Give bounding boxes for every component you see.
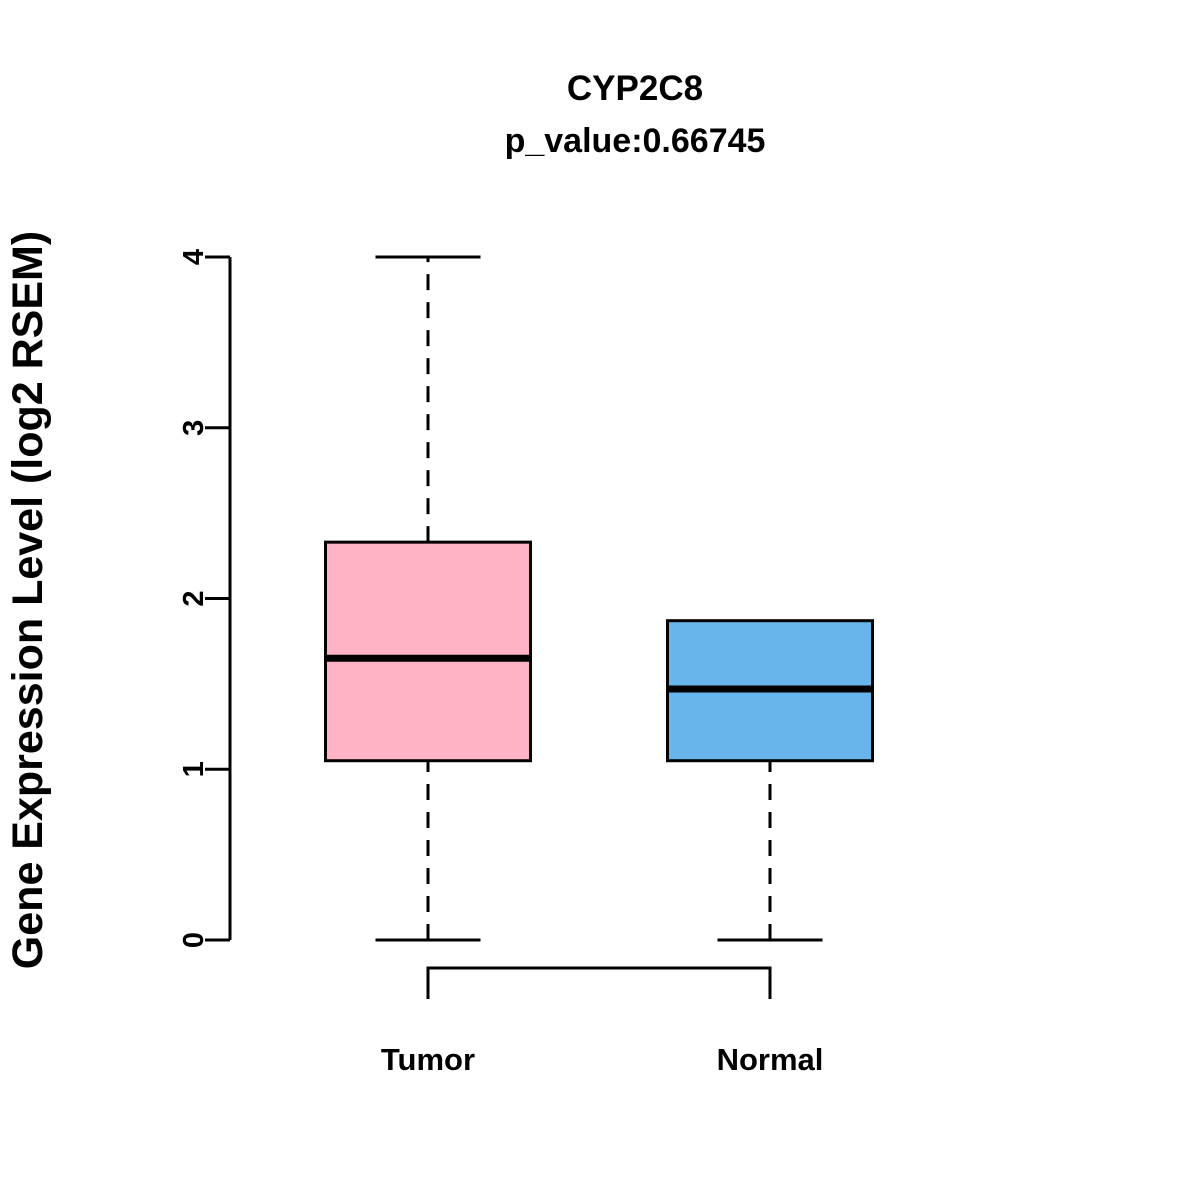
y-axis-tick-label: 3 (178, 420, 210, 436)
y-axis-tick-label: 4 (178, 249, 210, 265)
comparison-bracket (426, 966, 772, 999)
plot-layer: 0 1 2 3 4 Tumor Normal (178, 249, 874, 1077)
y-axis-tick-label: 1 (178, 761, 210, 777)
box-tumor (324, 540, 532, 763)
y-axis-tick-label: 0 (178, 932, 210, 948)
x-category-label: Tumor (381, 1042, 475, 1077)
chart-subtitle: p_value:0.66745 (505, 122, 766, 160)
chart-title: CYP2C8 (567, 69, 703, 108)
y-axis-tick-label: 2 (178, 590, 210, 606)
x-category-label: Normal (717, 1042, 824, 1077)
y-axis-label: Gene Expression Level (log2 RSEM) (4, 231, 52, 969)
